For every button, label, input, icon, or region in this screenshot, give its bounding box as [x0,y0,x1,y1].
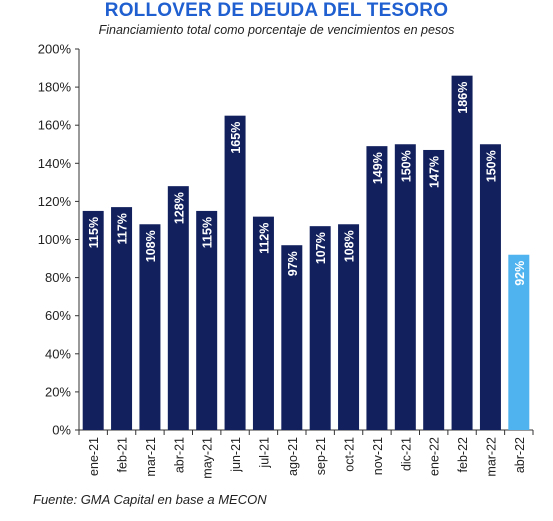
data-label: 147% [428,156,442,188]
bar [82,210,104,430]
bar [167,186,189,430]
data-label: 165% [229,122,243,154]
y-tick-label: 140% [38,156,72,171]
data-label: 149% [371,152,385,184]
x-tick-label: may-21 [201,437,215,479]
data-label: 186% [456,82,470,114]
x-tick-label: ene-22 [428,437,442,476]
bar [479,144,501,430]
bar [366,146,388,430]
bar [394,144,416,430]
y-tick-label: 160% [38,118,72,133]
bar [224,115,246,431]
data-label: 108% [144,230,158,262]
bar [139,224,161,430]
y-tick-label: 100% [38,232,72,247]
x-tick-label: jun-21 [229,437,243,473]
bar [338,224,360,430]
chart-source: Fuente: GMA Capital en base a MECON [33,492,267,507]
data-label: 150% [484,150,498,182]
chart-title: ROLLOVER DE DEUDA DEL TESORO [104,0,449,21]
data-label: 115% [87,217,101,248]
bar [196,210,218,430]
y-tick-label: 180% [38,80,72,95]
data-label: 108% [343,230,357,262]
y-tick-label: 60% [45,308,71,323]
x-tick-label: abr-22 [513,437,527,473]
data-label: 150% [399,150,413,182]
y-tick-label: 80% [45,270,71,285]
bar [111,207,133,430]
y-tick-label: 200% [38,42,72,57]
y-tick-label: 40% [45,346,71,361]
y-tick-label: 20% [45,384,71,399]
chart-subtitle: Financiamiento total como porcentaje de … [98,23,455,37]
x-tick-label: feb-22 [456,437,470,472]
data-label: 128% [172,192,186,224]
x-tick-label: abr-21 [172,437,186,473]
x-tick-label: sep-21 [314,437,328,475]
x-tick-label: mar-22 [484,437,498,477]
data-label: 97% [286,251,300,276]
bar [451,75,473,431]
x-tick-label: ago-21 [286,437,300,476]
x-tick-label: jul-21 [257,437,271,469]
y-tick-label: 120% [38,194,72,209]
x-tick-label: feb-21 [116,437,130,472]
bar [252,216,274,430]
x-tick-label: ene-21 [87,437,101,476]
x-tick-label: oct-21 [343,437,357,472]
bar [508,254,530,430]
bar [423,149,445,430]
x-tick-label: dic-21 [399,437,413,471]
data-label: 92% [513,261,527,286]
bar [281,245,303,430]
data-label: 112% [257,223,271,254]
y-tick-label: 0% [52,423,71,438]
x-tick-label: nov-21 [371,437,385,475]
data-label: 115% [201,217,215,248]
x-tick-label: mar-21 [144,437,158,477]
data-label: 117% [116,213,130,244]
bar [309,226,331,430]
data-label: 107% [314,232,328,264]
